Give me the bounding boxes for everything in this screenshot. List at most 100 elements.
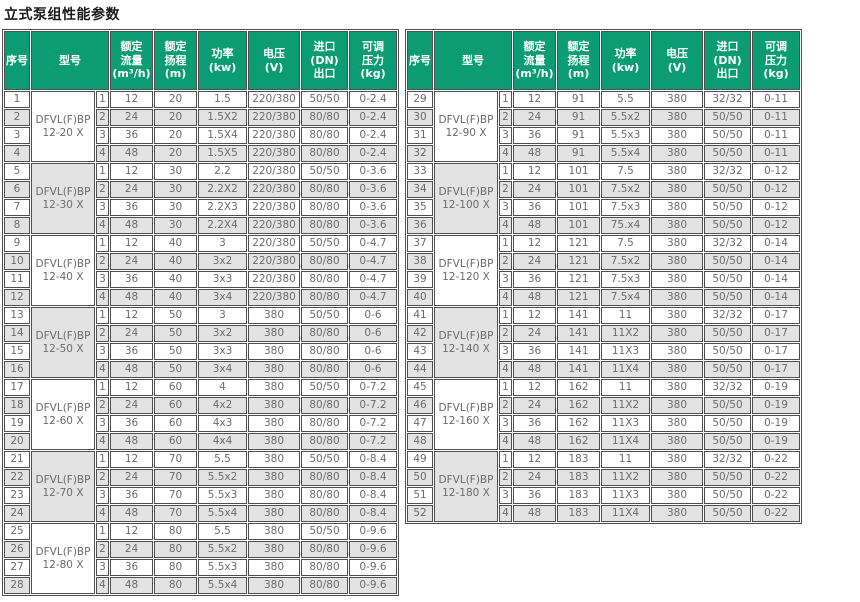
cell-flow: 80 [154, 577, 197, 594]
column-header-line: 型号 [462, 53, 484, 67]
cell-power: 380 [248, 541, 300, 558]
model-line: DFVL(F)BP [438, 329, 494, 342]
table-row: 24 4 48 70 5.5x4 380 80/80 0-8.4 [4, 505, 397, 522]
cell-power: 380 [651, 145, 703, 162]
cell-sub: 48 [110, 217, 153, 234]
column-header-dn: 进口 (DN) 出口 [704, 31, 751, 90]
cell-voltage: 50/50 [704, 127, 751, 144]
cell-dn: 0-12 [752, 199, 800, 216]
column-header-line: 电压 [263, 46, 285, 60]
cell-sub: 12 [513, 163, 556, 180]
cell-dn: 0-17 [752, 307, 800, 324]
cell-serial: 2 [499, 325, 512, 342]
cell-power: 380 [651, 325, 703, 342]
cell-voltage: 80/80 [301, 325, 348, 342]
cell-serial: 1 [4, 91, 30, 108]
cell-power: 380 [651, 343, 703, 360]
cell-voltage: 50/50 [301, 235, 348, 252]
table-row: 21 DFVL(F)BP 12-70 X 1 12 70 5.5 380 50/50 0-8.4 [4, 451, 397, 522]
cell-sub: 12 [110, 379, 153, 396]
table-row: 14 2 24 50 3x2 380 80/80 0-6 [4, 325, 397, 342]
table-row: 10 2 24 40 3x2 220/380 80/80 0-4.7 [4, 253, 397, 270]
cell-serial: 3 [96, 415, 109, 432]
cell-power: 220/380 [248, 235, 300, 252]
cell-power: 380 [651, 505, 703, 522]
cell-dn: 0-2.4 [349, 91, 397, 108]
cell-serial: 4 [4, 145, 30, 162]
table-row: 26 2 24 80 5.5x2 380 80/80 0-9.6 [4, 541, 397, 558]
column-header-pressure: 可调 压力 (kg) [349, 31, 397, 90]
cell-voltage: 80/80 [301, 505, 348, 522]
cell-dn: 0-9.6 [349, 541, 397, 558]
table-row: 19 3 36 60 4x3 380 80/80 0-7.2 [4, 415, 397, 432]
cell-sub: 36 [513, 343, 556, 360]
cell-power: 380 [651, 127, 703, 144]
cell-serial: 22 [4, 469, 30, 486]
cell-serial: 47 [407, 415, 433, 432]
cell-serial: 49 [407, 451, 433, 468]
cell-voltage: 50/50 [704, 325, 751, 342]
cell-model: DFVL(F)BP 12-140 X [434, 307, 498, 378]
cell-flow: 141 [557, 343, 600, 360]
cell-head: 5.5 [601, 91, 650, 108]
cell-power: 220/380 [248, 289, 300, 306]
cell-serial: 2 [499, 469, 512, 486]
model-line: DFVL(F)BP [35, 545, 91, 558]
table-row: 50 2 24 183 11X2 380 50/50 0-22 [407, 469, 800, 486]
cell-voltage: 80/80 [301, 469, 348, 486]
cell-flow: 183 [557, 487, 600, 504]
cell-serial: 26 [4, 541, 30, 558]
cell-dn: 0-19 [752, 397, 800, 414]
cell-head: 3 [198, 307, 247, 324]
cell-serial: 4 [96, 145, 109, 162]
cell-serial: 17 [4, 379, 30, 396]
cell-serial: 2 [96, 541, 109, 558]
cell-serial: 23 [4, 487, 30, 504]
cell-sub: 12 [513, 235, 556, 252]
cell-sub: 48 [110, 289, 153, 306]
cell-voltage: 50/50 [704, 289, 751, 306]
cell-serial: 11 [4, 271, 30, 288]
cell-serial: 1 [96, 451, 109, 468]
cell-dn: 0-6 [349, 307, 397, 324]
cell-serial: 15 [4, 343, 30, 360]
table-row: 8 4 48 30 2.2X4 220/380 80/80 0-3.6 [4, 217, 397, 234]
header-row: 序号 型号 额定 流量 (m³/h) 额定 扬程 (m) 功率 (kw) 电压 (V) 进口 (DN) 出口… [407, 31, 800, 90]
column-header-voltage: 电压 (V) [248, 31, 300, 90]
column-header-voltage: 电压 (V) [651, 31, 703, 90]
cell-head: 11X3 [601, 415, 650, 432]
table-row: 23 3 36 70 5.5x3 380 80/80 0-8.4 [4, 487, 397, 504]
table-row: 7 3 36 30 2.2X3 220/380 80/80 0-3.6 [4, 199, 397, 216]
cell-flow: 91 [557, 91, 600, 108]
cell-serial: 4 [96, 505, 109, 522]
cell-flow: 121 [557, 289, 600, 306]
cell-power: 380 [248, 487, 300, 504]
cell-head: 5.5x2 [198, 541, 247, 558]
cell-head: 3x2 [198, 253, 247, 270]
cell-sub: 24 [110, 109, 153, 126]
cell-power: 380 [248, 559, 300, 576]
column-header-line: (m) [567, 67, 590, 81]
cell-sub: 36 [110, 343, 153, 360]
cell-serial: 1 [96, 235, 109, 252]
cell-voltage: 32/32 [704, 307, 751, 324]
model-line: 12-20 X [42, 126, 84, 139]
column-header-line: (kw) [611, 60, 640, 74]
cell-serial: 3 [499, 199, 512, 216]
column-header-head: 额定 扬程 (m) [154, 31, 197, 90]
cell-dn: 0-22 [752, 469, 800, 486]
cell-model: DFVL(F)BP 12-160 X [434, 379, 498, 450]
cell-flow: 162 [557, 397, 600, 414]
table-row: 52 4 48 183 11X4 380 50/50 0-22 [407, 505, 800, 522]
table-row: 13 DFVL(F)BP 12-50 X 1 12 50 3 380 50/50 0-6 [4, 307, 397, 378]
model-line: 12-180 X [442, 486, 490, 499]
cell-flow: 60 [154, 433, 197, 450]
cell-power: 380 [248, 433, 300, 450]
cell-dn: 0-11 [752, 145, 800, 162]
cell-head: 2.2X4 [198, 217, 247, 234]
cell-serial: 43 [407, 343, 433, 360]
table-row: 43 3 36 141 11X3 380 50/50 0-17 [407, 343, 800, 360]
cell-power: 220/380 [248, 199, 300, 216]
cell-dn: 0-2.4 [349, 145, 397, 162]
cell-power: 380 [651, 199, 703, 216]
